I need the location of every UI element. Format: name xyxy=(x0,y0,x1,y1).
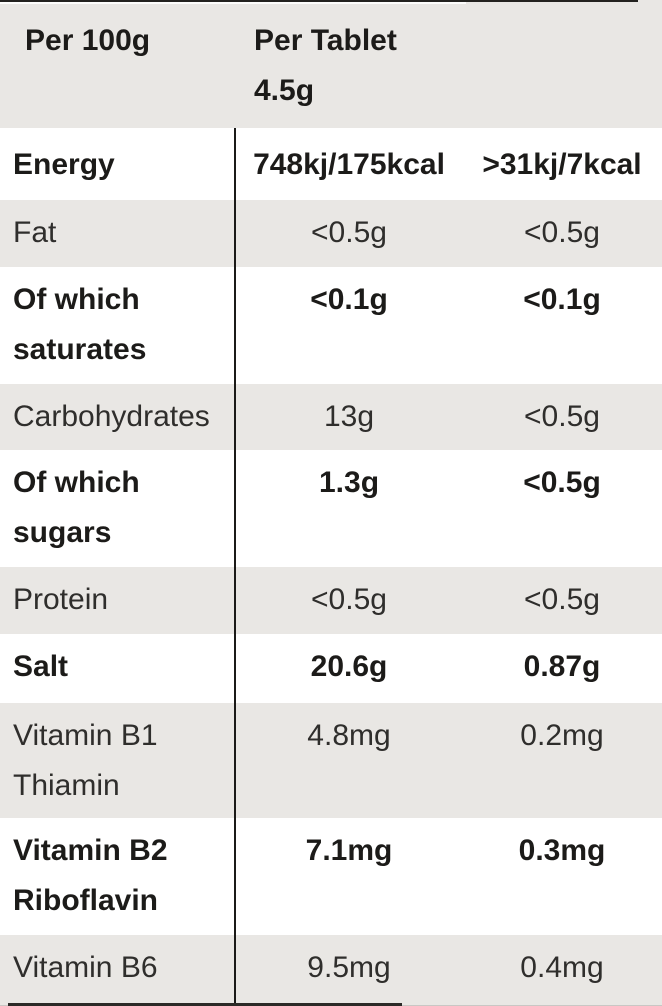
row-value-per-tablet: <0.1g xyxy=(523,283,601,316)
row-label: Energy xyxy=(13,148,115,181)
bottom-edge-line xyxy=(8,1003,402,1006)
row-value-per-100g: <0.1g xyxy=(310,283,388,316)
row-value-per-tablet: <0.5g xyxy=(524,583,600,616)
table-row-protein: Protein <0.5g <0.5g xyxy=(0,567,662,634)
column-divider-line xyxy=(234,128,236,1006)
row-label: Of which saturates xyxy=(13,283,147,366)
row-value-per-tablet: <0.5g xyxy=(524,400,600,433)
row-label: Fat xyxy=(13,216,57,249)
row-value-per-tablet: 0.87g xyxy=(523,650,601,683)
header-empty-cell xyxy=(462,16,662,128)
row-value-per-100g: 9.5mg xyxy=(307,951,391,984)
row-value-per-100g: 20.6g xyxy=(310,650,388,683)
header-per-100g: Per 100g xyxy=(25,24,151,57)
row-label: Of which sugars xyxy=(13,466,140,549)
row-value-per-100g: 4.8mg xyxy=(307,719,391,752)
table-row-vitamin-b2: Vitamin B2 Riboflavin 7.1mg 0.3mg xyxy=(0,818,662,935)
row-label: Vitamin B1 Thiamin xyxy=(13,719,158,802)
row-value-per-100g: <0.5g xyxy=(311,583,387,616)
row-value-per-100g: 7.1mg xyxy=(305,834,393,867)
row-value-per-100g: 13g xyxy=(323,400,375,433)
row-value-per-100g: 1.3g xyxy=(318,466,380,499)
row-label: Salt xyxy=(13,650,69,683)
top-edge-line xyxy=(0,0,638,2)
row-value-per-tablet: 0.3mg xyxy=(518,834,606,867)
row-label: Vitamin B2 Riboflavin xyxy=(13,834,168,917)
row-label: Vitamin B6 xyxy=(13,951,158,984)
table-row-fat: Fat <0.5g <0.5g xyxy=(0,200,662,267)
row-label: Carbohydrates xyxy=(13,400,210,433)
row-value-per-tablet: 0.4mg xyxy=(520,951,604,984)
table-row-carbohydrates: Carbohydrates 13g <0.5g xyxy=(0,384,662,450)
table-row-vitamin-b6: Vitamin B6 9.5mg 0.4mg xyxy=(0,935,662,1006)
table-row-energy: Energy 748kj/175kcal >31kj/7kcal xyxy=(0,128,662,200)
top-edge-highlight xyxy=(0,2,466,4)
table-row-sugars: Of which sugars 1.3g <0.5g xyxy=(0,450,662,567)
row-value-per-100g: 748kj/175kcal xyxy=(253,148,445,181)
table-row-vitamin-b1: Vitamin B1 Thiamin 4.8mg 0.2mg xyxy=(0,703,662,818)
header-per-tablet: Per Tablet 4.5g xyxy=(254,24,397,107)
row-value-per-tablet: >31kj/7kcal xyxy=(482,148,642,181)
row-value-per-tablet: <0.5g xyxy=(524,216,600,249)
row-label: Protein xyxy=(13,583,109,616)
table-row-salt: Salt 20.6g 0.87g xyxy=(0,634,662,703)
table-header: Per 100g Per Tablet 4.5g xyxy=(0,0,662,128)
row-value-per-tablet: <0.5g xyxy=(523,466,601,499)
row-value-per-tablet: 0.2mg xyxy=(520,719,604,752)
row-value-per-100g: <0.5g xyxy=(311,216,387,249)
table-row-saturates: Of which saturates <0.1g <0.1g xyxy=(0,267,662,384)
